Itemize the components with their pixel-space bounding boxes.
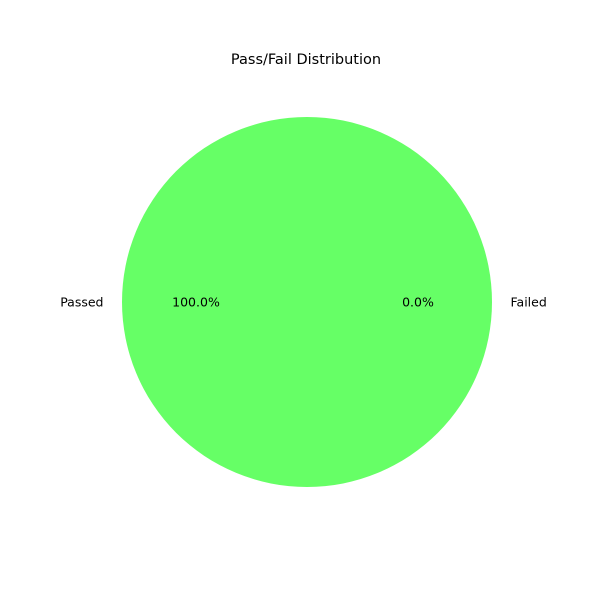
pie-slice-passed [122, 117, 492, 487]
slice-percent-passed: 100.0% [172, 295, 220, 310]
pie-labels: Passed 100.0% Failed 0.0% [60, 295, 547, 310]
chart-title: Pass/Fail Distribution [231, 52, 381, 68]
slice-label-passed: Passed [60, 295, 103, 310]
slice-label-failed: Failed [511, 295, 547, 310]
slice-percent-failed: 0.0% [402, 295, 434, 310]
pie-slices [122, 117, 492, 487]
